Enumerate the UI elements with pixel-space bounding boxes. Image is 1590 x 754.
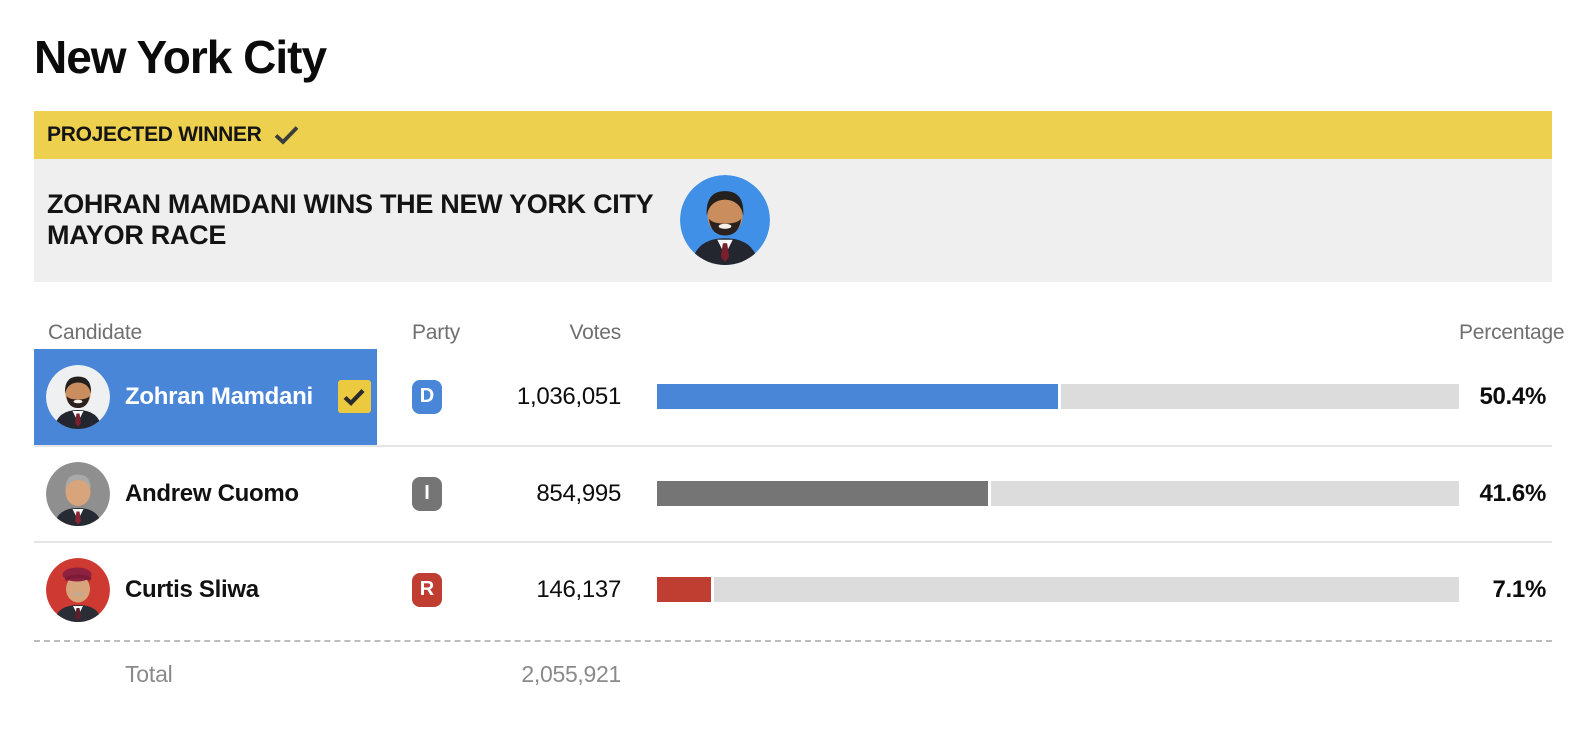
party-cell: D [377,379,492,414]
header-votes: Votes [569,320,621,344]
header-party: Party [412,320,461,344]
candidate-cell: Curtis Sliwa [34,543,377,637]
bar-track [657,481,1459,507]
cuomo-portrait-icon [46,461,110,526]
party-cell: R [377,572,492,607]
results-table-header: Candidate Party Votes Percentage [34,282,1565,349]
candidate-name: Andrew Cuomo [125,479,299,507]
party-badge: D [412,379,442,414]
avatar [46,557,110,622]
avatar [46,364,110,429]
candidate-cell: Andrew Cuomo [34,447,377,541]
sliwa-portrait-icon [46,557,110,622]
votes-value: 146,137 [536,575,621,603]
bar-fill [657,481,991,507]
table-row-sliwa: Curtis Sliwa R 146,137 7.1% [34,540,1552,637]
percentage-value: 41.6% [1479,479,1546,507]
header-percentage: Percentage [1459,320,1565,344]
winner-headline-banner: ZOHRAN MAMDANI WINS THE NEW YORK CITY MA… [34,158,1552,282]
bar-track [657,384,1459,410]
check-icon [274,126,298,145]
bar-track [657,577,1459,603]
party-cell: I [377,476,492,511]
party-badge: R [412,572,442,607]
total-row: Total 2,055,921 [34,639,1552,708]
percentage-value: 50.4% [1479,382,1546,410]
bar-cell [657,481,1459,507]
votes-value: 1,036,051 [516,382,621,410]
winner-headline: ZOHRAN MAMDANI WINS THE NEW YORK CITY MA… [47,189,653,251]
mamdani-portrait-icon [46,364,110,429]
page-title: New York City [34,31,327,83]
mamdani-portrait-icon [680,175,770,266]
candidate-name: Curtis Sliwa [125,575,259,603]
projected-winner-label: PROJECTED WINNER [47,122,262,146]
bar-cell [657,577,1459,603]
winner-checkbox [337,380,371,414]
table-row-cuomo: Andrew Cuomo I 854,995 41.6% [34,444,1552,541]
avatar [46,461,110,526]
total-votes-value: 2,055,921 [521,661,621,688]
check-icon [343,388,365,406]
candidate-name: Zohran Mamdani [125,382,313,410]
header-candidate: Candidate [48,320,142,344]
election-results-module: New York City PROJECTED WINNER ZOHRAN MA… [34,31,1565,708]
bar-fill [657,577,714,603]
percentage-value: 7.1% [1492,575,1546,603]
party-badge: I [412,476,442,511]
bar-fill [657,384,1062,410]
table-row-mamdani: Zohran Mamdani D 1,036,051 50.4% [34,348,1552,445]
votes-value: 854,995 [536,479,621,507]
winner-photo-avatar [680,175,770,266]
projected-winner-banner: PROJECTED WINNER [34,110,1552,159]
bar-cell [657,384,1459,410]
candidate-cell: Zohran Mamdani [34,348,377,445]
total-label: Total [125,661,173,688]
